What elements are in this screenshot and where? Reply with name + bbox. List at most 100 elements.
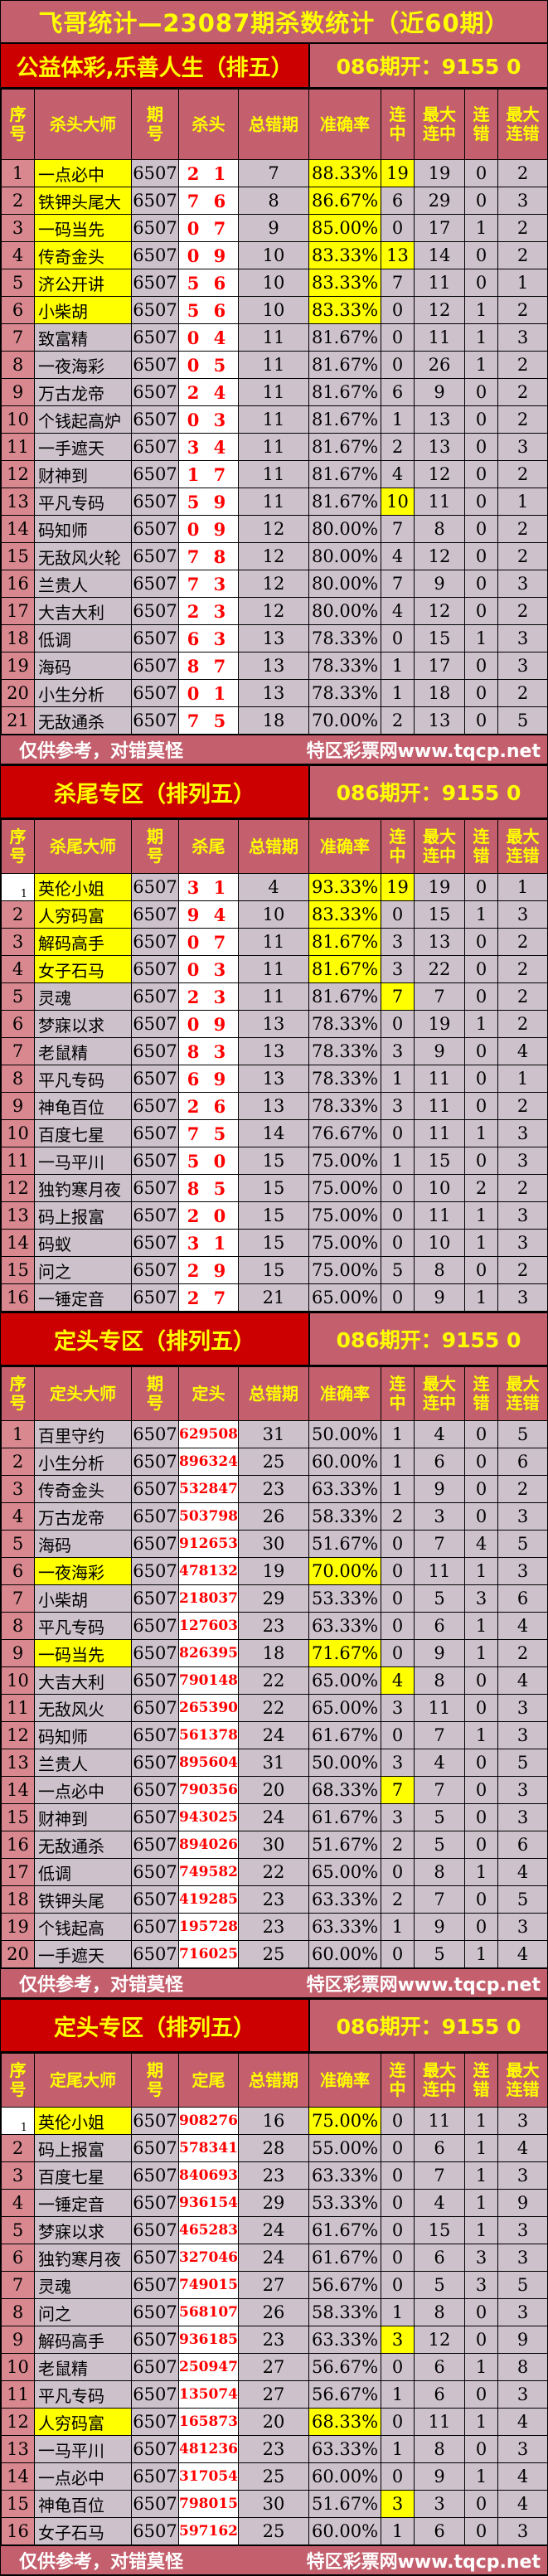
- cell-pick: 908276: [178, 2107, 239, 2135]
- cell-seq: 12: [1, 1721, 35, 1749]
- cell-maxwin: 22: [414, 955, 465, 983]
- cell-miss: 31: [238, 1420, 309, 1448]
- table-shatou: 序 号杀头大师期 号杀头 总错期 准确率连 中最大 连中连 错最大 连错 1 一点必中 6…: [1, 89, 548, 735]
- cell-seq: 13: [1, 488, 35, 516]
- cell-miss: 20: [238, 2408, 309, 2436]
- cell-period: 6507: [131, 1065, 179, 1093]
- cell-seq: 14: [1, 1776, 35, 1804]
- cell-maxlose: 3: [497, 2298, 548, 2326]
- cell-period: 6507: [131, 1584, 179, 1613]
- site-link[interactable]: 特区彩票网www.tqcp.net: [306, 2552, 541, 2573]
- cell-win: 0: [381, 1283, 415, 1312]
- cell-lose: 3: [464, 1584, 498, 1613]
- cell-period: 6507: [131, 1885, 179, 1914]
- cell-lose: 1: [464, 1639, 498, 1667]
- cell-win: 19: [381, 159, 415, 187]
- cell-period: 6507: [131, 2244, 179, 2272]
- cell-miss: 12: [238, 570, 309, 598]
- cell-maxlose: 3: [497, 1201, 548, 1230]
- cell-miss: 24: [238, 2244, 309, 2272]
- cell-seq: 12: [1, 460, 35, 488]
- cell-period: 6507: [131, 624, 179, 652]
- column-header-lose: 连 错: [464, 2053, 498, 2108]
- cell-miss: 11: [238, 351, 309, 379]
- cell-seq: 9: [1, 1092, 35, 1120]
- cell-lose: 0: [464, 679, 498, 707]
- cell-win: 3: [381, 928, 415, 956]
- cell-period: 6507: [131, 1256, 179, 1284]
- cell-maxlose: 5: [497, 2271, 548, 2299]
- cell-acc: 75.00%: [308, 2107, 381, 2135]
- cell-win: 3: [381, 1037, 415, 1065]
- site-link[interactable]: 特区彩票网www.tqcp.net: [306, 741, 541, 762]
- cell-miss: 13: [238, 1092, 309, 1120]
- disclaimer-text: 仅供参考，对错莫怪: [19, 2552, 184, 2573]
- table-row: 15 神龟百位 6507 798015 30 51.67% 3 3 0 4: [1, 2490, 548, 2518]
- cell-maxlose: 1: [497, 1065, 548, 1093]
- cell-maxlose: 3: [497, 1776, 548, 1804]
- column-header-period: 期 号: [131, 1366, 179, 1421]
- cell-miss: 18: [238, 706, 309, 735]
- cell-pick: 478132: [178, 1557, 239, 1585]
- cell-maxwin: 8: [414, 515, 465, 543]
- cell-maxlose: 2: [497, 1010, 548, 1038]
- cell-maxwin: 8: [414, 2435, 465, 2463]
- cell-maxwin: 7: [414, 1530, 465, 1558]
- cell-win: 0: [381, 2271, 415, 2299]
- cell-pick: 2 3: [178, 982, 239, 1011]
- cell-maxwin: 9: [414, 378, 465, 406]
- cell-seq: 16: [1, 1283, 35, 1312]
- site-link[interactable]: 特区彩票网www.tqcp.net: [306, 1975, 541, 1996]
- cell-maxwin: 6: [414, 2134, 465, 2162]
- cell-win: 5: [381, 1256, 415, 1284]
- cell-master: 低调: [34, 624, 132, 652]
- cell-win: 2: [381, 1831, 415, 1859]
- cell-maxlose: 2: [497, 378, 548, 406]
- cell-miss: 11: [238, 378, 309, 406]
- cell-seq: 4: [1, 2189, 35, 2217]
- cell-period: 6507: [131, 515, 179, 543]
- cell-seq: 14: [1, 2462, 35, 2491]
- table-row: 11 一马平川 6507 5 0 15 75.00% 1 15 0 3: [1, 1147, 548, 1175]
- cell-seq: 12: [1, 1174, 35, 1202]
- cell-maxlose: 3: [497, 1913, 548, 1941]
- cell-pick: 465283: [178, 2216, 239, 2244]
- cell-seq: 5: [1, 2216, 35, 2244]
- cell-lose: 0: [464, 405, 498, 434]
- cell-pick: 936185: [178, 2326, 239, 2354]
- cell-miss: 11: [238, 982, 309, 1011]
- cell-maxwin: 5: [414, 2271, 465, 2299]
- draw-result-dingwei: 086期开：9155 0: [310, 2000, 547, 2051]
- cell-seq: 14: [1, 1229, 35, 1257]
- cell-seq: 17: [1, 1858, 35, 1886]
- cell-miss: 14: [238, 1119, 309, 1147]
- cell-maxwin: 13: [414, 433, 465, 461]
- cell-lose: 3: [464, 2244, 498, 2272]
- cell-acc: 83.33%: [308, 900, 381, 929]
- cell-maxlose: 3: [497, 624, 548, 652]
- section-title-dingtou: 定头专区（排列五）: [1, 1313, 310, 1365]
- cell-maxlose: 2: [497, 159, 548, 187]
- cell-master: 传奇金头: [34, 241, 132, 269]
- cell-maxwin: 14: [414, 241, 465, 269]
- cell-pick: 798015: [178, 2490, 239, 2518]
- cell-pick: 3 4: [178, 433, 239, 461]
- cell-maxlose: 1: [497, 873, 548, 901]
- cell-acc: 53.33%: [308, 1584, 381, 1613]
- cell-acc: 56.67%: [308, 2271, 381, 2299]
- cell-win: 10: [381, 488, 415, 516]
- cell-win: 0: [381, 2189, 415, 2217]
- cell-win: 3: [381, 1749, 415, 1777]
- cell-maxwin: 15: [414, 2216, 465, 2244]
- cell-win: 0: [381, 2353, 415, 2381]
- cell-period: 6507: [131, 1612, 179, 1640]
- cell-maxwin: 11: [414, 323, 465, 352]
- cell-miss: 10: [238, 269, 309, 297]
- cell-win: 0: [381, 900, 415, 929]
- cell-miss: 25: [238, 1940, 309, 1968]
- cell-win: 6: [381, 378, 415, 406]
- cell-miss: 28: [238, 2134, 309, 2162]
- cell-seq: 1: [1, 2107, 35, 2135]
- cell-win: 0: [381, 323, 415, 352]
- cell-win: 19: [381, 873, 415, 901]
